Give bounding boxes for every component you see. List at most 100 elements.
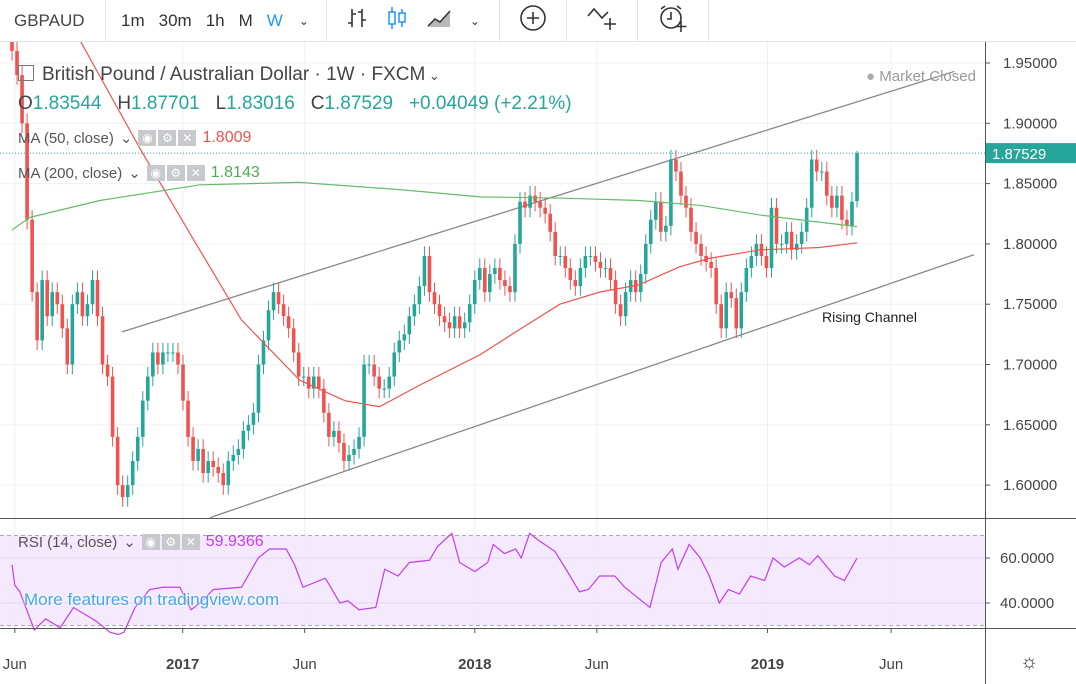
candle-body [30,219,34,293]
candle-body [543,207,547,214]
ma50-line [80,42,858,408]
price-tick-label: 1.75000 [1003,296,1057,313]
candle-body [654,201,658,220]
ma50-label[interactable]: MA (50, close) [18,129,114,147]
candle-body [462,322,467,329]
candle-body [387,376,392,389]
candle-body [669,159,673,226]
gear-icon[interactable]: ⚙ [158,130,177,146]
candle-body [196,448,200,461]
candle-body [457,316,462,329]
chevron-down-icon[interactable]: ⌄ [298,13,309,28]
price-chart[interactable]: 1.95000 1.90000 1.85000 1.80000 1.75000 1.700… [0,42,1076,684]
candle-body [135,436,140,461]
chevron-down-icon[interactable]: ⌄ [469,13,480,28]
candle-body [729,292,734,299]
status-dot-icon: ● [866,68,876,85]
candle-body [402,334,407,341]
candle-body [271,292,276,311]
candle-body [332,430,336,437]
rsi-legend: RSI (14, close) ⌄ ◉ ⚙ ✕ 59.9366 [18,533,264,551]
symbol-search[interactable]: GBPAUD [0,0,106,42]
alert-add-icon[interactable] [657,3,689,39]
close-icon[interactable]: ✕ [181,534,200,550]
candle-body [261,340,266,365]
visibility-icon[interactable]: ◉ [141,534,160,550]
visibility-icon[interactable]: ◉ [146,165,165,181]
candle-body [110,376,115,437]
close-icon[interactable]: ✕ [178,130,197,146]
interval-M[interactable]: M [238,10,253,30]
alert-button[interactable] [638,0,709,42]
chevron-down-icon[interactable]: ⌄ [123,534,136,551]
candle-body [573,280,578,287]
interval-1h[interactable]: 1h [205,10,225,30]
candle-body [825,171,829,196]
price-tick-label: 1.70000 [1003,357,1057,374]
close-icon[interactable]: ✕ [186,165,205,181]
candle-body [618,304,623,317]
candle-body [563,255,568,269]
candle-body [211,460,215,468]
candle-body [342,442,346,461]
price-tick-label: 1.95000 [1003,55,1057,72]
ma200-label[interactable]: MA (200, close) [18,164,123,182]
rising-channel[interactable] [121,70,975,519]
candle-body [814,159,819,172]
candle-body [442,316,447,323]
candle-body [372,364,376,377]
candle-body [10,42,14,51]
candle-body [789,231,794,250]
collapse-legend-icon[interactable] [18,65,34,81]
market-status-text: Market Closed [879,68,976,85]
candle-body [694,231,698,244]
candle-body [769,207,774,269]
candle-body [835,195,839,208]
candle-body [206,460,210,474]
chevron-down-icon[interactable]: ⌄ [119,130,133,147]
chevron-down-icon[interactable]: ⌄ [128,165,141,182]
open-value: 1.83544 [32,93,102,114]
channel-lower-line [209,254,975,519]
interval-W[interactable]: W [266,10,283,30]
chevron-down-icon[interactable]: ⌄ [425,68,440,83]
add-icon[interactable] [519,4,547,38]
price-tick-label: 1.85000 [1003,176,1057,193]
candle-body [447,322,452,329]
gear-icon[interactable]: ⚙ [166,165,185,181]
candles-icon[interactable] [386,5,408,37]
gear-icon[interactable]: ⚙ [161,534,180,550]
indicator-add-icon[interactable] [586,4,618,38]
candle-body [105,364,110,377]
candle-body [477,268,482,281]
tradingview-link[interactable]: More features on tradingview.com [24,590,280,609]
candle-body [674,159,678,172]
last-price-label: 1.87529 [992,146,1046,163]
candle-body [779,243,784,245]
time-tick-label: Jun [3,656,27,673]
candle-body [156,352,160,365]
candle-body [120,485,125,498]
candle-body [638,274,643,293]
area-chart-icon[interactable] [426,7,452,35]
candle-body [311,376,316,389]
time-tick-label: Jun [879,656,903,673]
candle-body [166,352,170,354]
candle-body [191,436,195,461]
candle-body [276,292,281,305]
settings-gear-icon[interactable]: ☼ [1020,651,1039,673]
candle-body [538,201,542,208]
candle-body [598,261,603,269]
bar-chart-icon[interactable] [346,6,368,36]
compare-button[interactable] [500,0,567,42]
candle-body [397,340,402,353]
interval-1m[interactable]: 1m [121,10,145,30]
rsi-line [11,532,858,636]
visibility-icon[interactable]: ◉ [138,130,157,146]
interval-30m[interactable]: 30m [158,10,192,30]
candle-body [493,268,497,275]
candle-body [251,412,256,425]
indicators-button[interactable] [567,0,638,42]
candle-body [352,448,356,455]
rsi-label[interactable]: RSI (14, close) [18,533,118,551]
